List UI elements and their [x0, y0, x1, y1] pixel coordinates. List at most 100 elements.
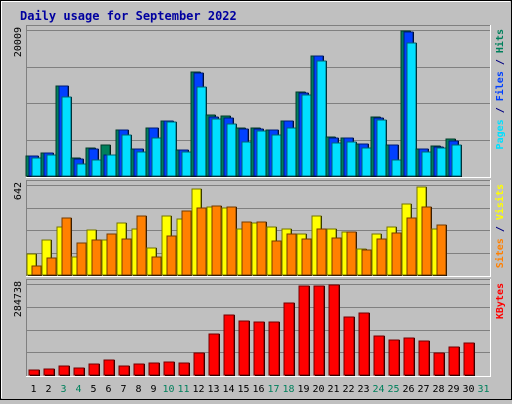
bar-sites — [361, 249, 372, 276]
day-label: 24 — [372, 384, 384, 395]
panel-kbytes-max-label: 284738 — [13, 281, 24, 317]
bar-pages — [271, 134, 282, 177]
bar-sites — [271, 240, 282, 276]
bar-sites — [391, 232, 402, 276]
day-label: 8 — [135, 384, 141, 395]
bar-sites — [421, 206, 432, 276]
day-label: 17 — [267, 384, 279, 395]
day-label: 19 — [297, 384, 309, 395]
bar-kbytes — [193, 352, 205, 376]
legend-entry: Files — [494, 71, 506, 101]
bar-kbytes — [133, 363, 145, 376]
bar-sites — [211, 205, 222, 276]
day-label: 30 — [462, 384, 474, 395]
bar-kbytes — [403, 337, 415, 376]
bar-pages — [256, 130, 267, 177]
bar-pages — [241, 141, 252, 177]
bar-pages — [421, 151, 432, 177]
day-label: 15 — [237, 384, 249, 395]
bar-kbytes — [433, 352, 445, 376]
day-label: 10 — [162, 384, 174, 395]
panel-visits-sites-max-label: 642 — [13, 182, 24, 200]
day-label: 11 — [177, 384, 189, 395]
bar-sites — [106, 233, 117, 276]
bar-pages — [151, 137, 162, 177]
bar-sites — [46, 257, 57, 276]
bar-pages — [31, 157, 42, 177]
bar-sites — [376, 238, 387, 276]
day-label: 25 — [387, 384, 399, 395]
bar-sites — [166, 235, 177, 276]
bar-pages — [301, 94, 312, 177]
bar-pages — [286, 127, 297, 177]
bar-sites — [286, 233, 297, 276]
bar-kbytes — [388, 339, 400, 376]
bar-kbytes — [373, 335, 385, 376]
bar-kbytes — [328, 284, 340, 376]
bar-pages — [361, 147, 372, 177]
bar-kbytes — [163, 361, 175, 376]
bar-kbytes — [103, 359, 115, 376]
day-label: 7 — [120, 384, 126, 395]
bar-pages — [376, 119, 387, 177]
legend-entry: / — [495, 53, 506, 71]
bar-pages — [76, 163, 87, 177]
bar-pages — [136, 151, 147, 177]
bar-pages — [436, 147, 447, 177]
bar-kbytes — [358, 312, 370, 376]
bar-sites — [256, 221, 267, 276]
day-label: 14 — [222, 384, 234, 395]
bar-pages — [391, 159, 402, 177]
day-label: 13 — [207, 384, 219, 395]
day-label: 23 — [357, 384, 369, 395]
bar-pages — [181, 151, 192, 177]
bar-sites — [406, 217, 417, 276]
day-label: 9 — [150, 384, 156, 395]
bar-kbytes — [238, 320, 250, 376]
legend-entry: / — [495, 101, 506, 119]
bar-pages — [166, 121, 177, 177]
bar-kbytes — [58, 365, 70, 376]
day-label: 27 — [417, 384, 429, 395]
bar-pages — [211, 118, 222, 177]
panel-hits-files-pages-legend: Pages / Files / Hits — [494, 29, 506, 149]
bar-sites — [301, 238, 312, 276]
bar-sites — [241, 221, 252, 276]
bar-pages — [346, 141, 357, 177]
bar-kbytes — [208, 333, 220, 376]
panels-layer: 20009 Pages / Files / Hits 642 Sites / Visi… — [13, 25, 506, 377]
bar-kbytes — [118, 365, 130, 376]
bar-sites — [226, 206, 237, 276]
bar-sites — [76, 242, 87, 276]
day-label: 26 — [402, 384, 414, 395]
bar-kbytes — [28, 369, 40, 376]
panel-hits-files-pages-max-label: 20009 — [13, 27, 24, 57]
bar-kbytes — [418, 340, 430, 376]
bar-kbytes — [283, 302, 295, 376]
bar-kbytes — [298, 285, 310, 376]
bar-sites — [151, 256, 162, 276]
bar-sites — [61, 217, 72, 276]
bar-pages — [226, 123, 237, 177]
bar-pages — [91, 159, 102, 177]
day-label: 1 — [30, 384, 36, 395]
bar-kbytes — [43, 368, 55, 376]
bar-pages — [316, 60, 327, 177]
day-label: 12 — [192, 384, 204, 395]
day-label: 4 — [75, 384, 81, 395]
bar-pages — [196, 86, 207, 177]
legend-entry: Hits — [494, 29, 506, 53]
day-label: 21 — [327, 384, 339, 395]
day-label: 28 — [432, 384, 444, 395]
bar-pages — [121, 134, 132, 177]
bar-sites — [181, 210, 192, 276]
day-label: 20 — [312, 384, 324, 395]
day-label: 18 — [282, 384, 294, 395]
legend-entry: Sites — [494, 238, 506, 268]
day-label: 16 — [252, 384, 264, 395]
bar-sites — [31, 265, 42, 276]
bar-kbytes — [448, 346, 460, 376]
day-label: 22 — [342, 384, 354, 395]
